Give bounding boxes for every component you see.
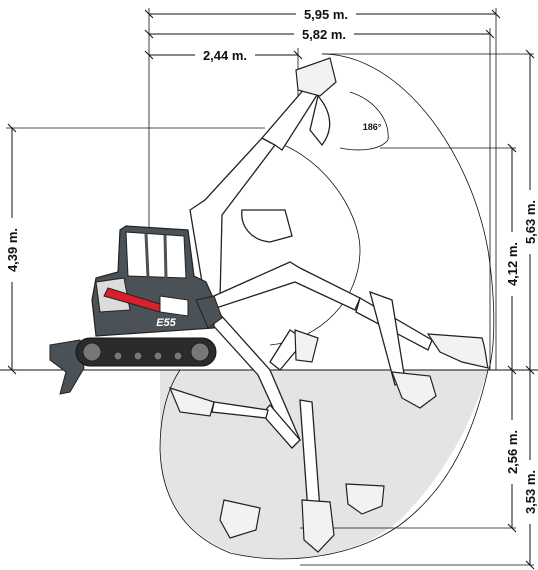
boom-base bbox=[195, 295, 223, 329]
accent-panel bbox=[159, 295, 189, 317]
label-max-reach-ground: 5,95 m. bbox=[304, 7, 348, 22]
model-badge: E55 bbox=[156, 317, 176, 329]
cab-frame bbox=[144, 233, 168, 279]
label-max-dig-depth: 3,53 m. bbox=[523, 470, 538, 514]
bucket-rotation-arc bbox=[339, 91, 389, 151]
arm-position-digging bbox=[168, 310, 385, 553]
label-max-dig-height: 5,63 m. bbox=[523, 200, 538, 244]
label-bucket-rotation: 186° bbox=[363, 122, 382, 132]
label-dump-height: 4,12 m. bbox=[505, 242, 520, 286]
cab-window bbox=[125, 231, 187, 279]
label-max-reach: 5,82 m. bbox=[302, 27, 346, 42]
excavator: E55 bbox=[49, 225, 223, 395]
working-envelope-outline bbox=[159, 53, 495, 560]
arm-position-extended bbox=[204, 261, 489, 409]
label-max-dump-height: 4,39 m. bbox=[5, 228, 20, 272]
track-rollers bbox=[82, 342, 210, 362]
dimension-ticks bbox=[7, 9, 535, 570]
label-tail-offset: 2,44 m. bbox=[203, 48, 247, 63]
label-vertical-wall-dig-depth: 2,56 m. bbox=[505, 430, 520, 474]
model-badge-bg bbox=[150, 315, 182, 328]
inner-envelope-arc bbox=[261, 137, 361, 346]
arm-position-raised bbox=[189, 57, 337, 301]
